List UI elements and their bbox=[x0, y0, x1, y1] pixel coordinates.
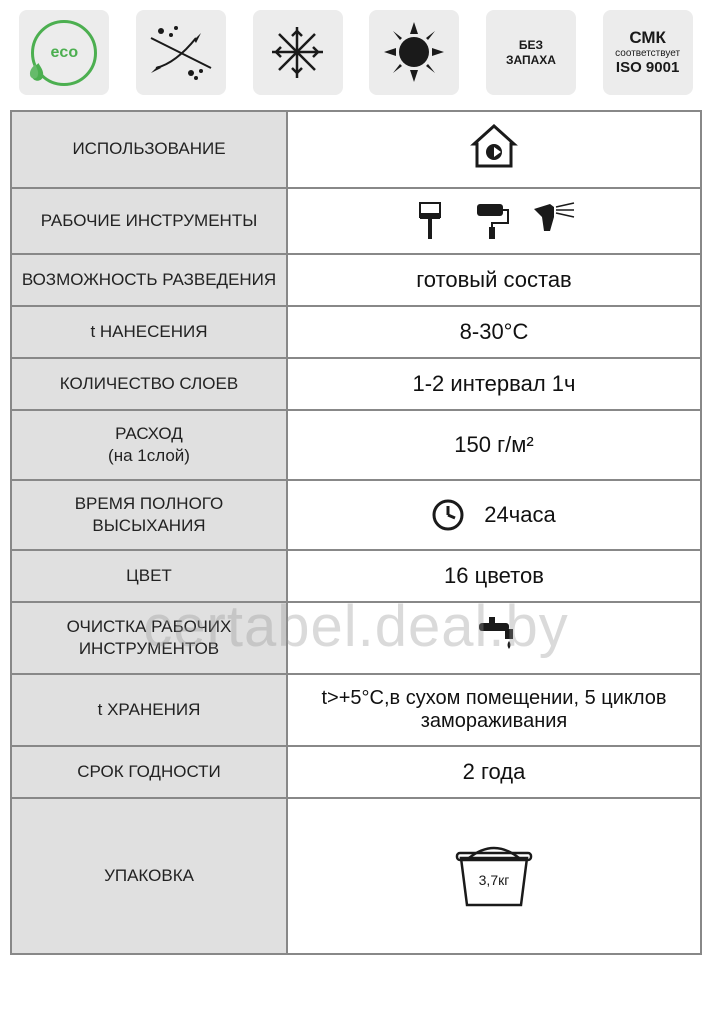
label-color: ЦВЕТ bbox=[11, 550, 287, 602]
house-icon bbox=[469, 124, 519, 169]
row-storage-temp: t ХРАНЕНИЯ t>+5°C,в сухом помещении, 5 ц… bbox=[11, 674, 701, 746]
label-storage-temp: t ХРАНЕНИЯ bbox=[11, 674, 287, 746]
value-color: 16 цветов bbox=[287, 550, 701, 602]
consumption-main: РАСХОД bbox=[115, 424, 183, 443]
spec-table: ИСПОЛЬЗОВАНИЕ РАБОЧИЕ ИНСТРУМЕНТЫ bbox=[10, 110, 702, 955]
value-usage bbox=[287, 111, 701, 188]
brush-icon bbox=[412, 201, 452, 241]
badge-row: eco bbox=[10, 10, 702, 95]
row-tools: РАБОЧИЕ ИНСТРУМЕНТЫ bbox=[11, 188, 701, 254]
value-packaging: 3,7кг bbox=[287, 798, 701, 954]
spray-icon bbox=[532, 201, 577, 241]
no-smell-line1: БЕЗ bbox=[519, 38, 543, 52]
badge-smk: СМК соответствует ISO 9001 bbox=[603, 10, 693, 95]
badge-eco: eco bbox=[19, 10, 109, 95]
bucket-weight: 3,7кг bbox=[479, 872, 510, 888]
no-smell-line2: ЗАПАХА bbox=[506, 53, 556, 67]
row-temp-apply: t НАНЕСЕНИЯ 8-30°C bbox=[11, 306, 701, 358]
eco-text: eco bbox=[51, 44, 79, 62]
row-dilution: ВОЗМОЖНОСТЬ РАЗВЕДЕНИЯ готовый состав bbox=[11, 254, 701, 306]
particles-icon bbox=[146, 23, 216, 83]
faucet-icon bbox=[469, 615, 519, 655]
row-layers: КОЛИЧЕСТВО СЛОЕВ 1-2 интервал 1ч bbox=[11, 358, 701, 410]
label-cleaning: ОЧИСТКА РАБОЧИХ ИНСТРУМЕНТОВ bbox=[11, 602, 287, 674]
badge-snowflake bbox=[253, 10, 343, 95]
smk-line1: СМК bbox=[629, 28, 666, 48]
label-consumption: РАСХОД (на 1слой) bbox=[11, 410, 287, 480]
smk-line2: соответствует bbox=[615, 48, 680, 59]
consumption-sub: (на 1слой) bbox=[108, 446, 190, 465]
row-cleaning: ОЧИСТКА РАБОЧИХ ИНСТРУМЕНТОВ bbox=[11, 602, 701, 674]
sun-icon bbox=[382, 20, 447, 85]
label-dry-time: ВРЕМЯ ПОЛНОГО ВЫСЫХАНИЯ bbox=[11, 480, 287, 550]
smk-line3: ISO 9001 bbox=[616, 59, 679, 77]
row-usage: ИСПОЛЬЗОВАНИЕ bbox=[11, 111, 701, 188]
row-packaging: УПАКОВКА 3,7кг bbox=[11, 798, 701, 954]
badge-particles bbox=[136, 10, 226, 95]
badge-sun bbox=[369, 10, 459, 95]
row-dry-time: ВРЕМЯ ПОЛНОГО ВЫСЫХАНИЯ 24часа bbox=[11, 480, 701, 550]
value-shelf-life: 2 года bbox=[287, 746, 701, 798]
label-tools: РАБОЧИЕ ИНСТРУМЕНТЫ bbox=[11, 188, 287, 254]
value-consumption: 150 г/м² bbox=[287, 410, 701, 480]
label-layers: КОЛИЧЕСТВО СЛОЕВ bbox=[11, 358, 287, 410]
value-dry-time: 24часа bbox=[287, 480, 701, 550]
label-packaging: УПАКОВКА bbox=[11, 798, 287, 954]
label-dilution: ВОЗМОЖНОСТЬ РАЗВЕДЕНИЯ bbox=[11, 254, 287, 306]
label-usage: ИСПОЛЬЗОВАНИЕ bbox=[11, 111, 287, 188]
value-tools bbox=[287, 188, 701, 254]
value-dilution: готовый состав bbox=[287, 254, 701, 306]
value-layers: 1-2 интервал 1ч bbox=[287, 358, 701, 410]
label-shelf-life: СРОК ГОДНОСТИ bbox=[11, 746, 287, 798]
row-consumption: РАСХОД (на 1слой) 150 г/м² bbox=[11, 410, 701, 480]
badge-no-smell: БЕЗ ЗАПАХА bbox=[486, 10, 576, 95]
roller-icon bbox=[472, 201, 512, 241]
row-color: ЦВЕТ 16 цветов bbox=[11, 550, 701, 602]
dry-time-text: 24часа bbox=[484, 502, 555, 528]
value-temp-apply: 8-30°C bbox=[287, 306, 701, 358]
bucket-icon: 3,7кг bbox=[449, 833, 539, 913]
row-shelf-life: СРОК ГОДНОСТИ 2 года bbox=[11, 746, 701, 798]
clock-icon bbox=[432, 499, 464, 531]
label-temp-apply: t НАНЕСЕНИЯ bbox=[11, 306, 287, 358]
value-storage-temp: t>+5°C,в сухом помещении, 5 циклов замор… bbox=[287, 674, 701, 746]
snowflake-icon bbox=[270, 25, 325, 80]
leaf-icon bbox=[26, 61, 51, 86]
value-cleaning bbox=[287, 602, 701, 674]
